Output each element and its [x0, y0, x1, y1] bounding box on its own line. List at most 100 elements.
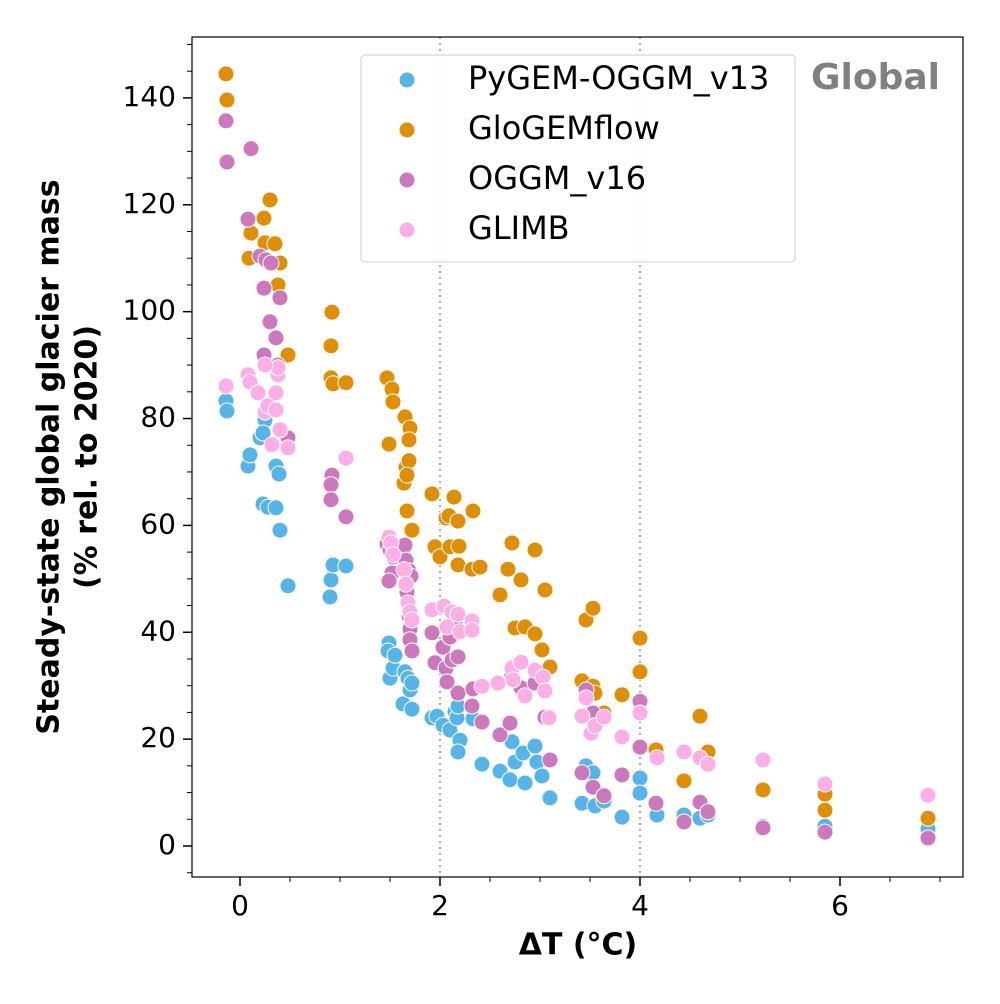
data-point [613, 686, 631, 704]
legend-label: PyGEM-OGGM_v13 [468, 59, 769, 97]
data-point [526, 541, 544, 559]
data-point [449, 648, 467, 666]
data-point [423, 624, 441, 642]
data-point [613, 728, 631, 746]
data-point [631, 704, 649, 722]
data-point [380, 572, 398, 590]
data-point [503, 534, 521, 552]
data-point [816, 823, 834, 841]
data-point [242, 140, 260, 158]
data-point [267, 401, 285, 419]
data-point [450, 537, 468, 555]
data-point [473, 713, 491, 731]
data-point [449, 556, 467, 574]
y-tick-label: 120 [123, 187, 176, 220]
data-point [463, 621, 481, 639]
data-point [489, 674, 507, 692]
legend-marker [398, 171, 416, 189]
y-axis-label: (% rel. to 2020) [70, 325, 105, 589]
data-point [270, 465, 288, 483]
data-point [398, 466, 416, 484]
data-point [271, 421, 289, 439]
data-point [541, 789, 559, 807]
plot-frame [191, 36, 964, 878]
data-point [536, 682, 554, 700]
data-point [534, 668, 552, 686]
data-point [595, 787, 613, 805]
x-tick-label: 6 [831, 889, 849, 922]
data-point [449, 684, 467, 702]
data-point [754, 781, 772, 799]
data-point [536, 581, 554, 599]
data-point [397, 575, 415, 593]
data-point [816, 801, 834, 819]
data-point [242, 224, 260, 242]
data-point [380, 435, 398, 453]
data-point [471, 558, 489, 576]
data-point [648, 749, 666, 767]
data-point [516, 774, 534, 792]
data-point [533, 767, 551, 785]
data-point [754, 751, 772, 769]
y-tick-label: 40 [140, 614, 176, 647]
data-point [271, 289, 289, 307]
x-tick-label: 2 [431, 889, 449, 922]
data-point [263, 436, 281, 454]
data-point [384, 546, 402, 564]
data-point [675, 772, 693, 790]
data-point [279, 346, 297, 364]
data-point [400, 452, 418, 470]
data-point [631, 629, 649, 647]
data-point [322, 476, 340, 494]
data-point [266, 235, 284, 253]
data-point [403, 642, 421, 660]
legend-marker [398, 221, 416, 239]
data-point [386, 646, 404, 664]
x-tick-label: 0 [231, 889, 249, 922]
data-point [445, 488, 463, 506]
data-point [631, 769, 649, 787]
legend-label: GloGEMflow [468, 109, 660, 147]
data-point [512, 653, 530, 671]
data-point [322, 337, 340, 355]
data-point [271, 521, 289, 539]
data-point [491, 586, 509, 604]
data-point [279, 439, 297, 457]
data-point [501, 771, 519, 789]
data-point [675, 813, 693, 831]
data-point [322, 491, 340, 509]
legend: PyGEM-OGGM_v13 GloGEMflow OGGM_v16 GLIMB [360, 54, 796, 263]
y-axis-label: Steady-state global glacier mass [32, 179, 67, 734]
data-point [279, 577, 297, 595]
data-point [267, 384, 285, 402]
data-point [256, 356, 274, 374]
data-point [255, 279, 273, 297]
data-point [919, 786, 937, 804]
data-point [384, 393, 402, 411]
data-point [526, 737, 544, 755]
data-point [431, 548, 449, 566]
data-point [337, 449, 355, 467]
data-point [218, 402, 236, 420]
data-point [322, 571, 340, 589]
data-point [403, 674, 421, 692]
data-point [631, 784, 649, 802]
data-point [595, 708, 613, 726]
data-point [631, 663, 649, 681]
data-point [400, 431, 418, 449]
data-point [540, 709, 558, 727]
legend-box [360, 54, 796, 263]
data-point [464, 502, 482, 520]
data-point [398, 502, 416, 520]
data-point [613, 766, 631, 784]
data-point [403, 611, 421, 629]
data-point [255, 209, 273, 227]
legend-label: GLIMB [468, 209, 570, 247]
data-point [267, 329, 285, 347]
data-point [699, 803, 717, 821]
data-point [499, 560, 517, 578]
data-point [501, 714, 519, 732]
y-tick-label: 80 [140, 401, 176, 434]
y-tick-label: 0 [158, 828, 176, 861]
